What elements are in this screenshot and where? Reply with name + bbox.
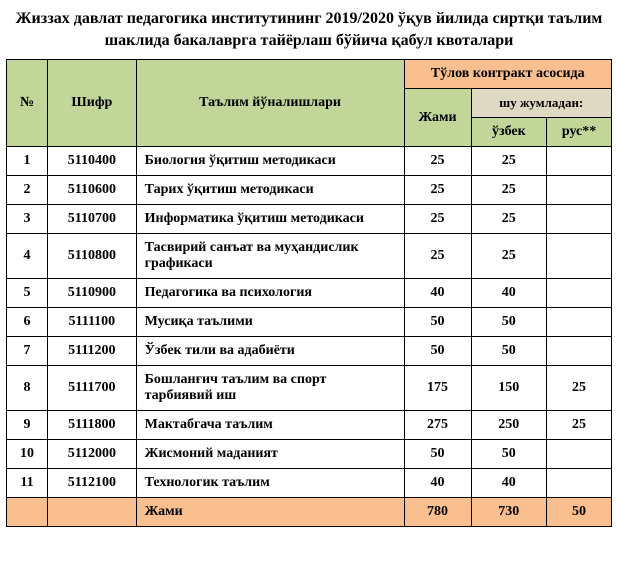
quota-table: № Шифр Таълим йўналишлари Тўлов контракт… — [6, 59, 612, 527]
cell-name: Мактабгача таълим — [136, 411, 404, 440]
cell-ru — [547, 147, 612, 176]
cell-ru: 25 — [547, 411, 612, 440]
cell-total: 780 — [404, 498, 471, 527]
cell-total: 175 — [404, 366, 471, 411]
cell-num — [7, 498, 48, 527]
cell-name: Тарих ўқитиш методикаси — [136, 176, 404, 205]
table-row: 15110400Биология ўқитиш методикаси2525 — [7, 147, 612, 176]
cell-uz: 25 — [471, 176, 547, 205]
cell-num: 10 — [7, 440, 48, 469]
cell-ru — [547, 337, 612, 366]
cell-uz: 40 — [471, 279, 547, 308]
cell-ru: 25 — [547, 366, 612, 411]
cell-name: Жами — [136, 498, 404, 527]
cell-total: 25 — [404, 205, 471, 234]
cell-uz: 25 — [471, 234, 547, 279]
cell-code: 5110700 — [48, 205, 137, 234]
cell-code: 5110800 — [48, 234, 137, 279]
cell-code: 5111200 — [48, 337, 137, 366]
cell-name: Технологик таълим — [136, 469, 404, 498]
cell-code: 5110400 — [48, 147, 137, 176]
cell-name: Жисмоний маданият — [136, 440, 404, 469]
table-row: 45110800Тасвирий санъат ва муҳандислик г… — [7, 234, 612, 279]
cell-ru — [547, 308, 612, 337]
cell-total: 25 — [404, 147, 471, 176]
cell-total: 25 — [404, 176, 471, 205]
cell-ru — [547, 279, 612, 308]
col-header-total: Жами — [404, 89, 471, 147]
cell-ru — [547, 234, 612, 279]
table-row: 35110700Информатика ўқитиш методикаси252… — [7, 205, 612, 234]
cell-ru: 50 — [547, 498, 612, 527]
cell-num: 1 — [7, 147, 48, 176]
cell-code: 5111100 — [48, 308, 137, 337]
table-row: 85111700Бошланғич таълим ва спорт тарбия… — [7, 366, 612, 411]
cell-name: Мусиқа таълими — [136, 308, 404, 337]
table-row: 65111100Мусиқа таълими5050 — [7, 308, 612, 337]
cell-ru — [547, 176, 612, 205]
cell-uz: 150 — [471, 366, 547, 411]
col-header-name: Таълим йўналишлари — [136, 60, 404, 147]
cell-num: 7 — [7, 337, 48, 366]
table-row: 55110900Педагогика ва психология4040 — [7, 279, 612, 308]
table-row: 25110600Тарих ўқитиш методикаси2525 — [7, 176, 612, 205]
cell-num: 5 — [7, 279, 48, 308]
cell-total: 50 — [404, 440, 471, 469]
col-header-uz: ўзбек — [471, 118, 547, 147]
cell-uz: 50 — [471, 337, 547, 366]
table-row: 75111200Ўзбек тили ва адабиёти5050 — [7, 337, 612, 366]
cell-uz: 50 — [471, 440, 547, 469]
cell-name: Педагогика ва психология — [136, 279, 404, 308]
cell-uz: 730 — [471, 498, 547, 527]
table-row: 95111800Мактабгача таълим27525025 — [7, 411, 612, 440]
col-header-including: шу жумладан: — [471, 89, 612, 118]
table-row: 115112100Технологик таълим4040 — [7, 469, 612, 498]
cell-code: 5112100 — [48, 469, 137, 498]
cell-num: 4 — [7, 234, 48, 279]
cell-name: Биология ўқитиш методикаси — [136, 147, 404, 176]
cell-num: 8 — [7, 366, 48, 411]
col-header-contract-group: Тўлов контракт асосида — [404, 60, 611, 89]
total-row: Жами78073050 — [7, 498, 612, 527]
cell-total: 50 — [404, 337, 471, 366]
cell-name: Ўзбек тили ва адабиёти — [136, 337, 404, 366]
cell-ru — [547, 469, 612, 498]
cell-num: 9 — [7, 411, 48, 440]
cell-num: 2 — [7, 176, 48, 205]
cell-ru — [547, 205, 612, 234]
cell-num: 6 — [7, 308, 48, 337]
cell-total: 25 — [404, 234, 471, 279]
cell-total: 40 — [404, 469, 471, 498]
page-title: Жиззах давлат педагогика институтининг 2… — [10, 8, 608, 51]
cell-num: 11 — [7, 469, 48, 498]
cell-code — [48, 498, 137, 527]
cell-total: 275 — [404, 411, 471, 440]
cell-name: Бошланғич таълим ва спорт тарбиявий иш — [136, 366, 404, 411]
cell-uz: 50 — [471, 308, 547, 337]
cell-total: 40 — [404, 279, 471, 308]
col-header-ru: рус** — [547, 118, 612, 147]
cell-name: Тасвирий санъат ва муҳандислик графикаси — [136, 234, 404, 279]
cell-num: 3 — [7, 205, 48, 234]
cell-code: 5112000 — [48, 440, 137, 469]
cell-name: Информатика ўқитиш методикаси — [136, 205, 404, 234]
cell-ru — [547, 440, 612, 469]
cell-uz: 25 — [471, 205, 547, 234]
cell-uz: 250 — [471, 411, 547, 440]
col-header-num: № — [7, 60, 48, 147]
cell-uz: 25 — [471, 147, 547, 176]
cell-code: 5110600 — [48, 176, 137, 205]
cell-code: 5111700 — [48, 366, 137, 411]
col-header-code: Шифр — [48, 60, 137, 147]
cell-code: 5111800 — [48, 411, 137, 440]
cell-total: 50 — [404, 308, 471, 337]
table-row: 105112000Жисмоний маданият5050 — [7, 440, 612, 469]
cell-uz: 40 — [471, 469, 547, 498]
cell-code: 5110900 — [48, 279, 137, 308]
